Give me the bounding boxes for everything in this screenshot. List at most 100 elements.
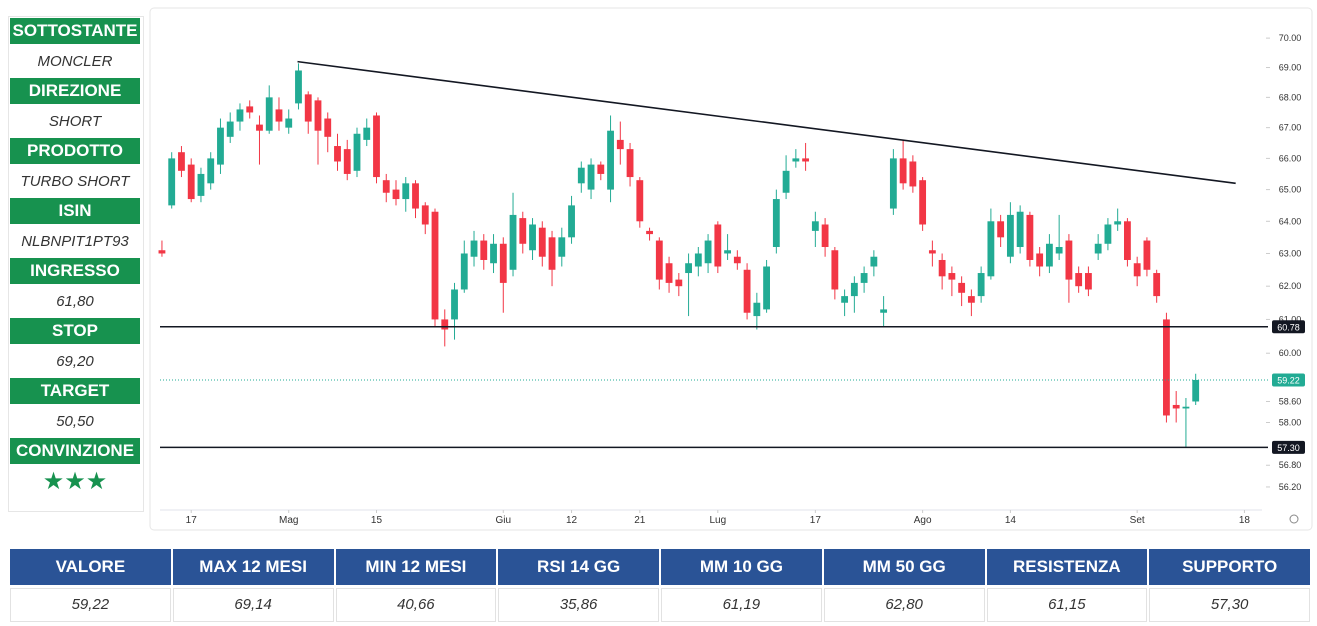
candle-body <box>1182 406 1190 409</box>
candle-body <box>665 263 673 283</box>
candle-body <box>1026 214 1034 260</box>
level-label: 60.78 <box>1277 322 1300 332</box>
x-tick-label: Ago <box>914 515 932 526</box>
chart-frame <box>149 7 1313 531</box>
candle-body <box>441 319 449 330</box>
table-cell: 59,22 <box>10 588 171 622</box>
candle-body <box>490 243 497 264</box>
table-header: MAX 12 MESI <box>172 549 334 585</box>
table-header: MM 10 GG <box>661 549 822 585</box>
x-tick-label: 14 <box>1005 515 1017 526</box>
candle-body <box>636 180 644 222</box>
candle-body <box>860 273 868 283</box>
candle-body <box>568 205 575 238</box>
candle-body <box>802 158 810 162</box>
table-cell: 40,66 <box>335 588 497 622</box>
candle-body <box>685 263 692 274</box>
candle-body <box>704 240 712 264</box>
y-tick-label: 56.20 <box>1279 482 1302 492</box>
candle-body <box>314 100 322 131</box>
y-tick-label: 63.00 <box>1279 248 1302 258</box>
candle-body <box>1143 240 1151 270</box>
level-label-box <box>1272 320 1305 334</box>
level-label: 57.30 <box>1277 443 1300 453</box>
chart: 70.00 69.00 68.00 67.00 66.00 65.00 64.00 63.00… <box>149 7 1313 531</box>
candle-body <box>246 106 254 113</box>
candle-body <box>197 173 205 196</box>
x-tick-label: Set <box>1130 515 1145 526</box>
table-header: SUPPORTO <box>1149 549 1310 585</box>
candle-body <box>558 237 566 257</box>
candle-body <box>226 121 234 137</box>
x-tick-label: Mag <box>279 515 298 526</box>
candle-body <box>743 269 751 313</box>
trend-line <box>297 60 1236 185</box>
candle-body <box>1124 221 1131 260</box>
sidebar-frame <box>8 16 144 512</box>
y-tick-label: 69.00 <box>1279 63 1302 73</box>
candle-body <box>889 158 897 209</box>
candle-body <box>597 164 605 174</box>
candle-body <box>724 250 731 254</box>
candle-body <box>948 273 956 280</box>
sidebar-label: PRODOTTO <box>10 138 140 164</box>
candle-body <box>1153 273 1161 297</box>
candle-body <box>217 127 224 165</box>
candle-body <box>402 183 410 200</box>
candle-body <box>616 139 624 150</box>
x-tick-label: 21 <box>634 515 646 526</box>
sidebar-label: STOP <box>10 318 140 344</box>
candle-body <box>421 205 429 225</box>
candle-body <box>460 253 468 290</box>
candle-body <box>1114 221 1122 225</box>
table-cell: 62,80 <box>823 588 985 622</box>
candle-body <box>1036 253 1044 267</box>
table-header: MM 50 GG <box>823 549 985 585</box>
candle-body <box>1172 404 1180 409</box>
candle-body <box>899 158 907 184</box>
candle-body <box>1133 263 1141 277</box>
candle-body <box>958 282 966 293</box>
candle-body <box>646 230 653 235</box>
candle-body <box>178 152 185 171</box>
candle-body <box>1192 379 1200 402</box>
candle-body <box>304 94 312 122</box>
table-header: RESISTENZA <box>986 549 1148 585</box>
sidebar-value: 69,20 <box>56 353 94 370</box>
candle-body <box>821 224 829 248</box>
sidebar-value: 61,80 <box>56 293 94 310</box>
x-tick-label: 17 <box>186 515 198 526</box>
candle-body <box>792 158 800 162</box>
y-tick-label: 64.00 <box>1279 216 1302 226</box>
x-tick-label: 18 <box>1239 515 1251 526</box>
sidebar-value: SHORT <box>48 113 102 130</box>
sidebar-label: INGRESSO <box>10 258 140 284</box>
candle-body <box>470 240 478 257</box>
candle-body <box>841 296 849 303</box>
table-header: RSI 14 GG <box>498 549 659 585</box>
candle-body <box>295 70 302 104</box>
candle-body <box>168 158 176 206</box>
candle-body <box>782 170 790 193</box>
candle-body <box>577 167 585 184</box>
y-tick-label: 58.60 <box>1279 396 1302 406</box>
candle-body <box>1094 243 1102 254</box>
candle-body <box>529 224 536 251</box>
candle-body <box>831 250 839 290</box>
candle-body <box>1104 224 1112 244</box>
candle-body <box>977 273 985 297</box>
table-cell: 61,19 <box>661 588 822 622</box>
sidebar-value: ★★★ <box>42 468 108 495</box>
x-tick-label: 15 <box>371 515 383 526</box>
sidebar-label: SOTTOSTANTE <box>10 18 140 44</box>
candle-body <box>714 224 722 267</box>
candle-body <box>850 282 858 297</box>
candle-body <box>655 240 663 280</box>
candle-body <box>928 250 936 254</box>
candle-body <box>675 279 683 287</box>
candle-body <box>1065 240 1073 280</box>
candle-body <box>1055 247 1063 254</box>
candle-body <box>753 302 761 317</box>
candle-body <box>694 253 702 267</box>
sidebar-value: TURBO SHORT <box>20 173 130 190</box>
